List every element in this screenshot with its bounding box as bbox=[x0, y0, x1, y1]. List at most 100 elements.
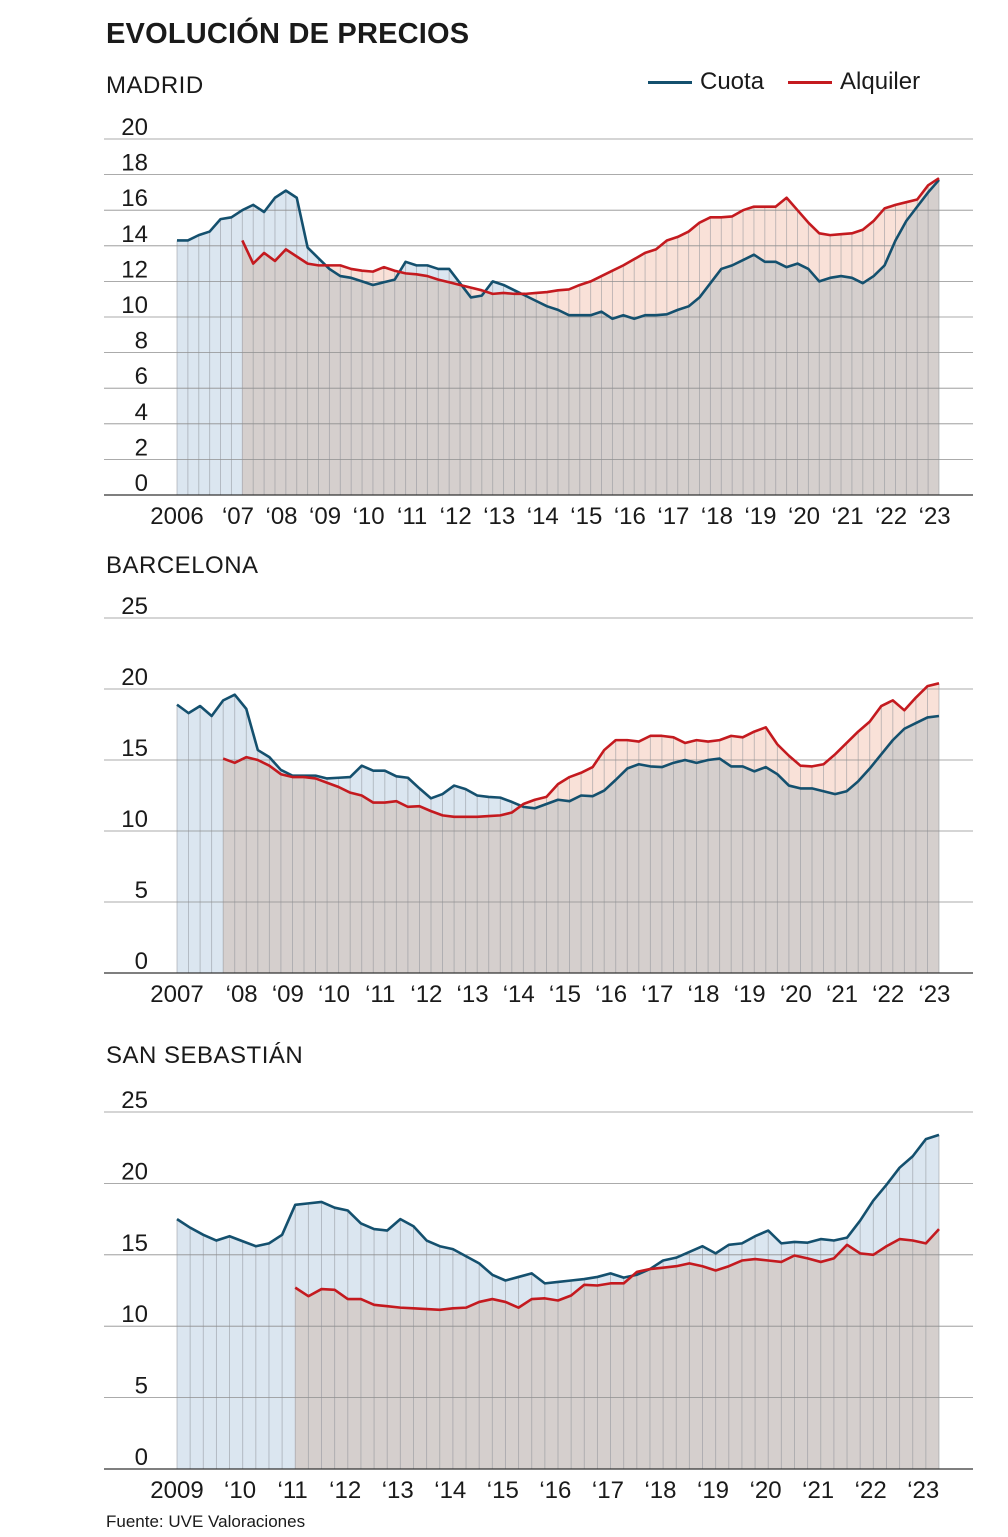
x-tick-label: ‘22 bbox=[855, 1477, 887, 1504]
x-tick-label: ‘19 bbox=[697, 1477, 729, 1504]
y-tick-label: 0 bbox=[135, 948, 148, 975]
y-tick-label: 5 bbox=[135, 1373, 148, 1400]
x-tick-label: ‘19 bbox=[734, 981, 766, 1008]
x-tick-label: ‘14 bbox=[527, 503, 559, 530]
series-line-cuota bbox=[177, 179, 940, 321]
y-tick-label: 15 bbox=[121, 1230, 148, 1257]
legend: Cuota Alquiler bbox=[648, 68, 920, 96]
x-tick-label: ‘17 bbox=[657, 503, 689, 530]
x-tick-label: ‘16 bbox=[614, 503, 646, 530]
x-tick-label: ‘11 bbox=[397, 503, 427, 530]
y-tick-label: 12 bbox=[121, 256, 148, 283]
y-tick-label: 15 bbox=[121, 735, 148, 762]
y-tick-label: 2 bbox=[135, 434, 148, 461]
x-tick-label: ‘21 bbox=[826, 981, 858, 1008]
x-tick-label: ‘15 bbox=[487, 1477, 519, 1504]
hatch-lines bbox=[176, 1134, 940, 1469]
x-tick-label: ‘15 bbox=[549, 981, 581, 1008]
x-tick-label: ‘08 bbox=[265, 503, 297, 530]
x-tick-label: ‘16 bbox=[595, 981, 627, 1008]
hatch-lines bbox=[176, 178, 940, 495]
x-tick-label: ‘20 bbox=[780, 981, 812, 1008]
panel-title-barcelona: BARCELONA bbox=[106, 552, 259, 579]
x-tick-label: ‘20 bbox=[750, 1477, 782, 1504]
series-line-cuota bbox=[176, 693, 940, 810]
chart-san-sebastian: 0 5 10 15 20 25 2009 ‘10 ‘11 ‘12 ‘13 ‘14 ‘15 ‘16 ‘17 ‘1… bbox=[104, 1087, 973, 1504]
x-tick-label: ‘21 bbox=[832, 503, 864, 530]
x-tick-label: ‘17 bbox=[592, 1477, 624, 1504]
y-tick-label: 8 bbox=[135, 328, 148, 355]
main-title: EVOLUCIÓN DE PRECIOS bbox=[106, 18, 470, 50]
y-tick-label: 4 bbox=[135, 399, 148, 426]
chart-madrid: 0 2 4 6 8 10 12 14 16 18 20 2006 ‘07 ‘08 ‘09 ‘10 ‘11 ‘12 ‘… bbox=[104, 114, 973, 530]
x-tick-label: 2009 bbox=[150, 1477, 203, 1504]
x-tick-label: ‘23 bbox=[919, 503, 951, 530]
y-tick-label: 16 bbox=[121, 185, 148, 212]
x-tick-label: ‘11 bbox=[365, 981, 395, 1008]
x-tick-label: ‘13 bbox=[483, 503, 515, 530]
legend-item-alquiler: Alquiler bbox=[788, 68, 920, 96]
x-tick-label: ‘07 bbox=[222, 503, 254, 530]
legend-swatch-cuota bbox=[648, 80, 692, 84]
y-tick-label: 20 bbox=[121, 1158, 148, 1185]
series-line-cuota bbox=[176, 1133, 940, 1285]
series-line-alquiler bbox=[294, 1228, 940, 1312]
series-line-alquiler bbox=[222, 682, 940, 819]
x-tick-label: ‘22 bbox=[872, 981, 904, 1008]
x-tick-label: ‘08 bbox=[226, 981, 258, 1008]
x-tick-label: ‘18 bbox=[687, 981, 719, 1008]
x-tick-label: 2007 bbox=[150, 981, 203, 1008]
y-tick-label: 18 bbox=[121, 150, 148, 177]
hatch-lines bbox=[176, 683, 940, 973]
x-tick-label: ‘21 bbox=[802, 1477, 834, 1504]
series-line-alquiler bbox=[241, 177, 940, 296]
x-tick-label: ‘23 bbox=[907, 1477, 939, 1504]
y-tick-label: 10 bbox=[121, 806, 148, 833]
x-tick-label: ‘18 bbox=[701, 503, 733, 530]
x-tick-label: ‘20 bbox=[788, 503, 820, 530]
legend-label-alquiler: Alquiler bbox=[840, 68, 921, 95]
y-tick-label: 10 bbox=[121, 1301, 148, 1328]
x-tick-label: ‘13 bbox=[457, 981, 489, 1008]
x-tick-label: ‘18 bbox=[644, 1477, 676, 1504]
x-tick-label: 2006 bbox=[150, 503, 203, 530]
x-tick-label: ‘10 bbox=[224, 1477, 256, 1504]
y-tick-label: 25 bbox=[121, 593, 148, 620]
x-tick-label: ‘12 bbox=[410, 981, 442, 1008]
x-tick-label: ‘23 bbox=[918, 981, 950, 1008]
x-tick-label: ‘16 bbox=[539, 1477, 571, 1504]
x-tick-label: ‘09 bbox=[272, 981, 304, 1008]
legend-item-cuota: Cuota bbox=[648, 68, 764, 96]
y-tick-label: 14 bbox=[121, 221, 148, 248]
gridlines bbox=[104, 138, 973, 460]
x-tick-label: ‘11 bbox=[277, 1477, 307, 1504]
x-tick-label: ‘12 bbox=[329, 1477, 361, 1504]
panel-title-madrid: MADRID bbox=[106, 72, 204, 99]
chart-barcelona: 0 5 10 15 20 25 2007 ‘08 ‘09 ‘10 ‘11 ‘12 ‘13 ‘14 ‘15 ‘1… bbox=[104, 593, 973, 1008]
x-tick-label: ‘19 bbox=[744, 503, 776, 530]
y-tick-label: 0 bbox=[135, 470, 148, 497]
y-tick-label: 20 bbox=[121, 664, 148, 691]
x-tick-label: ‘10 bbox=[318, 981, 350, 1008]
x-tick-label: ‘22 bbox=[875, 503, 907, 530]
x-tick-label: ‘14 bbox=[503, 981, 535, 1008]
y-tick-label: 10 bbox=[121, 292, 148, 319]
legend-label-cuota: Cuota bbox=[700, 68, 765, 95]
x-tick-label: ‘15 bbox=[570, 503, 602, 530]
y-tick-label: 6 bbox=[135, 363, 148, 390]
legend-swatch-alquiler bbox=[788, 80, 833, 84]
y-tick-label: 25 bbox=[121, 1087, 148, 1114]
x-tick-label: ‘13 bbox=[382, 1477, 414, 1504]
y-tick-label: 0 bbox=[135, 1444, 148, 1471]
source-note: Fuente: UVE Valoraciones bbox=[106, 1512, 306, 1531]
y-tick-label: 20 bbox=[121, 114, 148, 141]
x-tick-label: ‘09 bbox=[309, 503, 341, 530]
x-tick-label: ‘17 bbox=[641, 981, 673, 1008]
gridlines bbox=[104, 1111, 973, 1398]
x-tick-label: ‘12 bbox=[440, 503, 472, 530]
x-tick-label: ‘10 bbox=[353, 503, 385, 530]
x-tick-label: ‘14 bbox=[434, 1477, 466, 1504]
y-tick-label: 5 bbox=[135, 877, 148, 904]
area-overlap bbox=[295, 1229, 939, 1469]
